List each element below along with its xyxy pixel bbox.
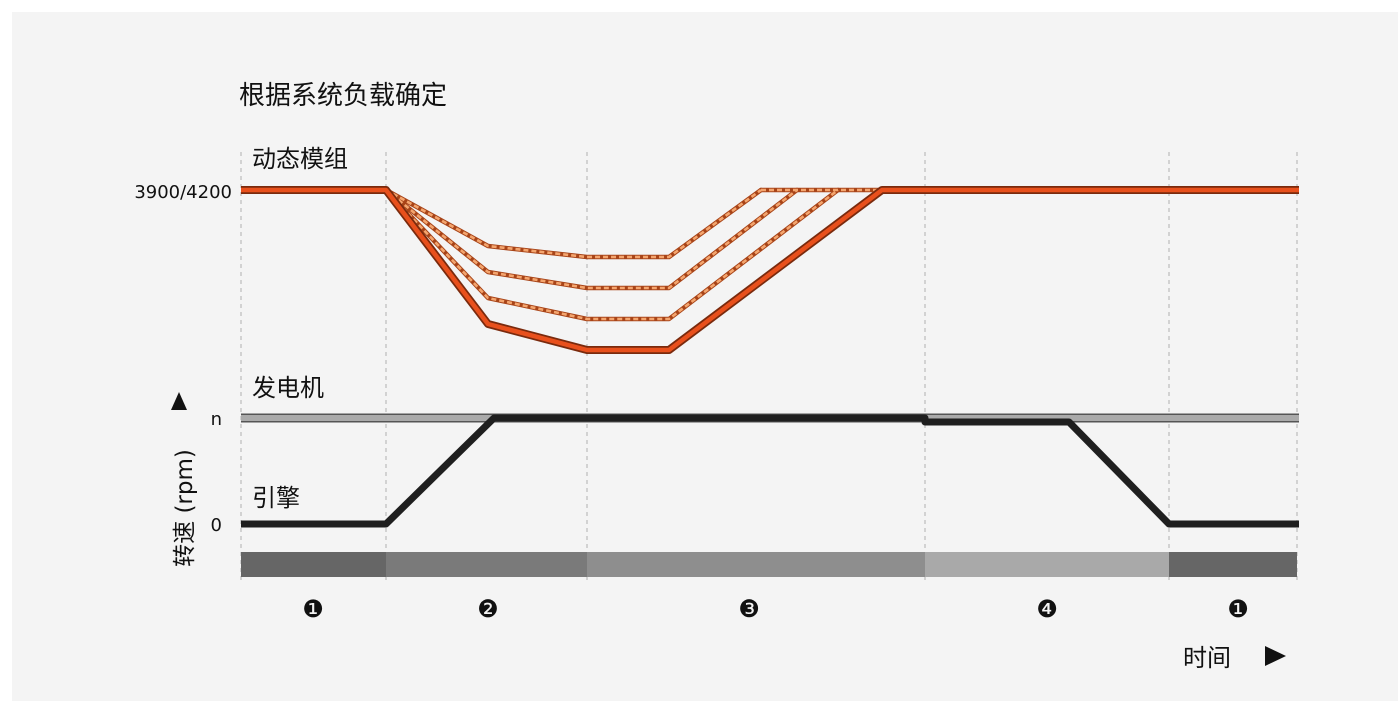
engine-label: 引擎 [252,484,300,512]
phase-marker: ❶ [302,595,324,623]
rpm-zero-label: 0 [211,515,222,536]
speed-high-label: 3900/4200 [134,182,232,203]
alt-curve-outline [383,187,800,291]
engine-line [241,414,1299,528]
rpm-axis-label: 转速 (rpm) [172,449,198,567]
phase-segment [587,552,925,577]
phase-segment [1169,552,1297,577]
dynamic-line-outline [241,186,1299,354]
diagram-panel [12,12,1398,701]
alt-curve [385,188,839,321]
dynamic-module-line [241,186,1299,354]
phase-segment [925,552,1169,577]
phase-marker: ❸ [738,595,760,623]
phase-segment [241,552,386,577]
time-axis-arrow-icon [1265,646,1286,666]
dynamic-alt-curves [383,187,883,322]
phase-bar [241,552,1297,577]
alt-curve-outline [383,187,764,260]
phase-segment [386,552,587,577]
rpm-axis-arrow-icon [171,392,187,410]
dynamic-line [241,187,1299,353]
rpm-n-label: n [211,409,222,430]
phase-marker: ❹ [1036,595,1058,623]
phase-marker: ❷ [477,595,499,623]
dynamic-module-label: 动态模组 [252,145,348,173]
phase-marker: ❶ [1227,595,1249,623]
generator-label: 发电机 [252,374,324,402]
phase-markers: ❶ ❷ ❸ ❹ ❶ [302,595,1249,623]
phase-dividers [240,152,1298,582]
diagram-title: 根据系统负载确定 [239,81,447,111]
time-axis-label: 时间 [1183,644,1231,672]
